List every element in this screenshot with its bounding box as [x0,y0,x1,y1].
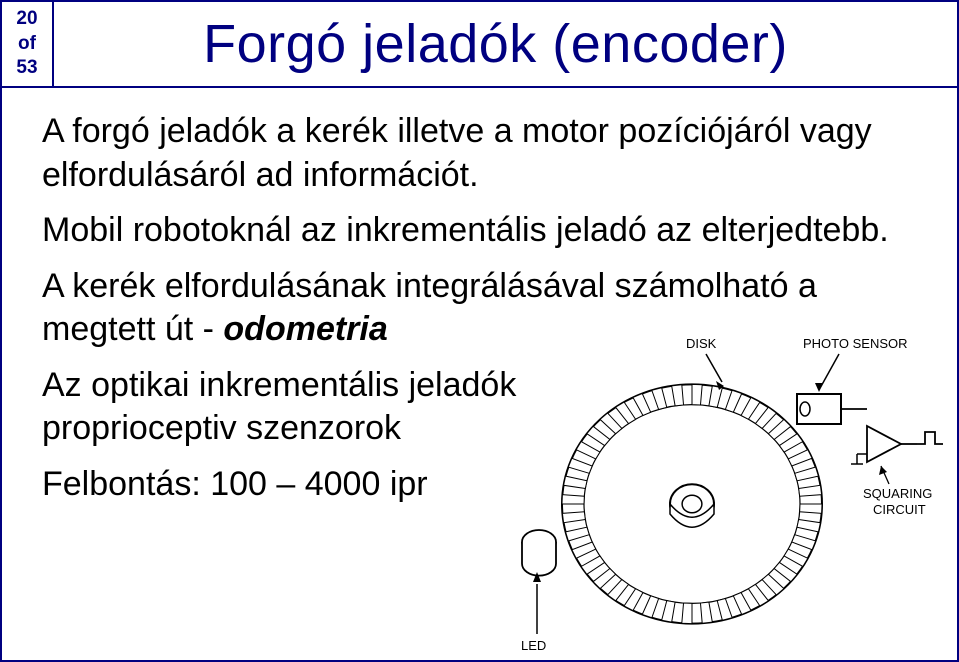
page-current: 20 [16,7,37,32]
page-total: 53 [16,56,37,81]
odometry-term: odometria [223,310,387,348]
svg-text:SQUARING: SQUARING [863,486,932,501]
page-number-badge: 20 of 53 [2,2,54,88]
slide-page: 20 of 53 Forgó jeladók (encoder) A forgó… [0,0,959,662]
page-of: of [18,32,36,57]
paragraph-mobile: Mobil robotoknál az inkrementális jeladó… [42,209,921,253]
title-bar: Forgó jeladók (encoder) [54,2,957,88]
svg-text:CIRCUIT: CIRCUIT [873,502,926,517]
svg-text:DISK: DISK [686,336,717,351]
svg-text:LED: LED [521,638,546,653]
svg-text:PHOTO SENSOR: PHOTO SENSOR [803,336,908,351]
paragraph-intro: A forgó jeladók a kerék illetve a motor … [42,110,921,197]
encoder-diagram: LED PHOTO SENSOR DISK SQUARINGCIRCUIT [467,334,947,654]
slide-title: Forgó jeladók (encoder) [203,13,788,75]
